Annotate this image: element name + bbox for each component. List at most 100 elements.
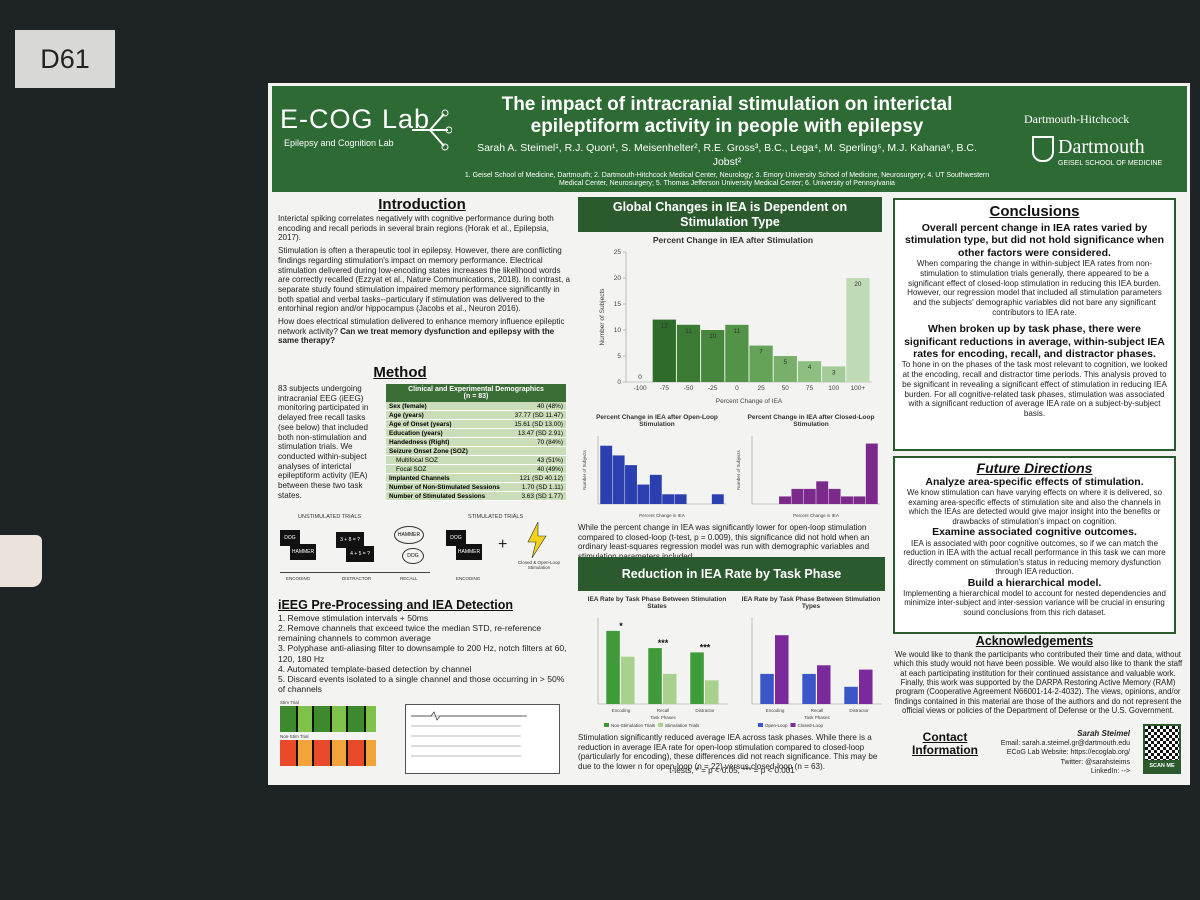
task-footnote: t-tests, * = p < 0.05, *** = p < 0.001 — [669, 766, 795, 775]
future-bold: Examine associated cognitive outcomes. — [932, 526, 1137, 539]
table-cell: Age (years) — [386, 410, 509, 420]
future-bold: Build a hierarchical model. — [967, 576, 1102, 589]
bar — [637, 484, 650, 504]
x-axis-label: Percent Change in IEA — [639, 513, 685, 518]
x-tick-label: -25 — [708, 385, 718, 392]
trial-squares: Stim Trial Non-Stim Trial — [276, 700, 380, 782]
bar — [760, 673, 774, 704]
table-cell: 1.70 (SD 1.11) — [508, 482, 566, 492]
significance: *** — [700, 642, 711, 652]
y-axis-label: Number of Subjects — [736, 449, 741, 489]
bar — [648, 648, 662, 704]
bar — [749, 345, 773, 382]
conclusion-bold: When broken up by task phase, there were… — [904, 323, 1165, 361]
closed-open: Closed & Open-Loop Stimulation — [517, 560, 561, 570]
chart-title: Percent Change in IEA after Stimulation — [652, 235, 814, 245]
x-tick-label: 25 — [757, 385, 765, 392]
x-tick-label: Encoding — [766, 708, 785, 713]
contact-info: Sarah Steimel Email: sarah.a.steimel.gr@… — [985, 729, 1130, 776]
table-row: Multifocal SOZ 43 (51%) — [386, 455, 566, 465]
intro-p1: Interictal spiking correlates negatively… — [278, 214, 554, 243]
x-tick-label: 100 — [828, 385, 839, 392]
table-row: Seizure Onset Zone (SOZ) — [386, 446, 566, 456]
legend-label: Open-Loop — [765, 723, 788, 728]
legend-swatch — [790, 723, 796, 727]
plus: + — [498, 536, 508, 553]
x-axis-label: Percent Change of IEA — [716, 398, 783, 405]
x-axis-label: Task Phases — [804, 715, 830, 720]
intro-q: How does electrical stimulation delivere… — [278, 317, 565, 336]
bar — [802, 673, 816, 704]
table-cell: 43 (51%) — [508, 455, 566, 465]
contact-twitter: Twitter: @sarahsteims — [1060, 758, 1130, 766]
y-tick-label: 15 — [614, 301, 622, 308]
affiliations: 1. Geisel School of Medicine, Dartmouth;… — [464, 172, 990, 188]
bar — [779, 496, 791, 504]
conclusion-bold: Overall percent change in IEA rates vari… — [904, 222, 1164, 259]
bar — [844, 686, 858, 704]
x-tick-label: Distractor — [695, 708, 715, 713]
stim-trial: Stim Trial — [280, 700, 299, 705]
card: DOG — [280, 530, 300, 546]
legend-label: Non-Stimulation Trials — [611, 723, 656, 728]
bolt — [527, 522, 547, 558]
card: 4 + 5 = ? — [346, 546, 374, 562]
y-axis-label: Number of Subjects — [582, 449, 587, 489]
data-label: 11 — [734, 328, 741, 335]
bar — [725, 324, 749, 382]
bar — [828, 488, 841, 504]
y-tick-label: 5 — [617, 353, 621, 360]
bar — [822, 366, 846, 382]
table-row: Handedness (Right) 70 (84%) — [386, 437, 566, 447]
task-heading: Reduction in IEA Rate by Task Phase — [578, 557, 885, 591]
bubble: HAMMER — [394, 526, 424, 544]
x-tick-label: 0 — [735, 385, 739, 392]
phase: RECALL — [400, 576, 418, 581]
method-heading: Method — [373, 364, 427, 381]
lab-name: E-COG Lab — [280, 104, 431, 134]
bar — [791, 488, 804, 504]
table-cell: Age of Onset (years) — [386, 419, 509, 429]
future-text: We know stimulation can have varying eff… — [907, 488, 1162, 526]
table-row: Age of Onset (years) 15.61 (SD 13.00) — [386, 419, 566, 429]
non-stim-row — [280, 740, 376, 766]
table-cell: Number of Stimulated Sessions — [386, 491, 509, 501]
bar — [674, 494, 687, 504]
data-label: 3 — [832, 369, 836, 376]
unstim-label: UNSTIMULATED TRIALS — [298, 514, 362, 520]
table-cell: 70 (84%) — [508, 437, 566, 447]
table-cell: Handedness (Right) — [386, 437, 509, 447]
bar — [853, 496, 866, 504]
table-cell: Multifocal SOZ — [386, 455, 509, 465]
bar — [846, 278, 870, 382]
timeline — [280, 572, 430, 573]
bar — [690, 652, 704, 704]
chart-title: IEA Rate by Task Phase Between Stimulati… — [741, 596, 881, 611]
preproc-item: 5. Discard events isolated to a single c… — [278, 673, 565, 694]
contact-heading: Contact Information — [912, 730, 978, 758]
bar — [705, 680, 719, 704]
table-cell: Number of Non-Stimulated Sessions — [386, 482, 509, 492]
header: E-COG Lab Epilepsy and Cognition Lab The… — [272, 86, 1187, 192]
card: 3 + 8 = ? — [336, 532, 364, 548]
table-title: Clinical and Experimental Demographics (n… — [386, 384, 566, 402]
chart: Number of Subjects Percent Change in IEA — [582, 436, 726, 518]
ack-text: We would like to thank the participants … — [893, 650, 1183, 716]
table-cell: Seizure Onset Zone (SOZ) — [386, 446, 566, 456]
ack-heading: Acknowledgements — [975, 634, 1094, 648]
bar — [612, 455, 625, 504]
bar — [803, 488, 816, 504]
x-tick-label: Recall — [811, 708, 824, 713]
scan-me: SCAN ME — [1149, 763, 1175, 769]
lab-logo — [412, 109, 452, 151]
stim-row — [280, 706, 376, 732]
table-row: Focal SOZ 40 (49%) — [386, 464, 566, 474]
chart: Task Phases Encoding * Recall *** Distractor *… — [597, 618, 728, 728]
bar — [621, 656, 635, 704]
demographics-table: Clinical and Experimental Demographics (n… — [386, 384, 566, 501]
logo-geisel: GEISEL SCHOOL OF MEDICINE — [1058, 160, 1163, 167]
x-tick-label: -100 — [634, 385, 647, 392]
chart: Number of Subjects Percent Change in IEA — [736, 436, 880, 518]
data-label: 12 — [661, 323, 669, 330]
cup — [0, 535, 42, 587]
